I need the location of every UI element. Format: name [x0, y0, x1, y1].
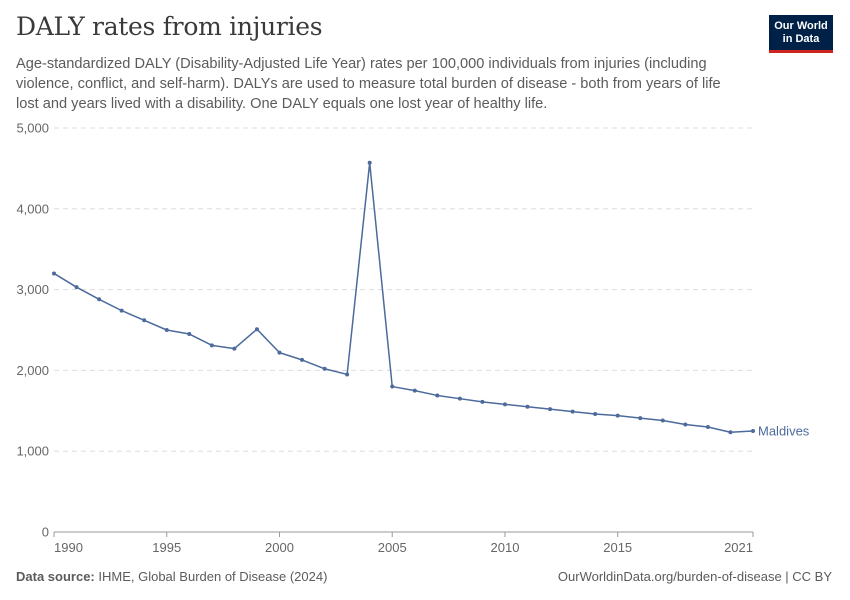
data-point — [367, 160, 372, 165]
chart-title: DALY rates from injuries — [16, 12, 323, 41]
y-tick-label: 3,000 — [16, 282, 49, 297]
data-point — [254, 327, 259, 332]
data-point — [683, 422, 688, 427]
data-point — [480, 399, 485, 404]
data-point — [638, 416, 643, 421]
series-label: Maldives — [758, 424, 810, 439]
data-point — [412, 388, 417, 393]
data-point — [97, 297, 102, 302]
data-point — [187, 332, 192, 337]
logo-line-1: Our World — [774, 19, 828, 32]
data-source-label: Data source: — [16, 569, 95, 584]
x-tick-label: 2010 — [491, 540, 520, 555]
x-tick-label: 2000 — [265, 540, 294, 555]
data-point — [751, 429, 755, 433]
data-point — [457, 396, 462, 401]
x-tick-label: 1990 — [54, 540, 83, 555]
data-point — [119, 308, 124, 313]
data-point — [728, 430, 733, 435]
data-point — [209, 343, 214, 348]
data-point — [525, 404, 530, 409]
source-url[interactable]: OurWorldinData.org/burden-of-disease | C… — [557, 569, 832, 584]
data-point — [277, 350, 282, 355]
data-point — [52, 271, 56, 276]
data-point — [570, 409, 575, 414]
data-point — [435, 393, 440, 398]
y-tick-label: 2,000 — [16, 363, 49, 378]
logo-line-2: in Data — [782, 32, 820, 45]
x-tick-label: 2015 — [603, 540, 632, 555]
data-point — [164, 328, 169, 332]
y-tick-label: 5,000 — [16, 121, 49, 136]
data-point — [74, 285, 79, 290]
x-tick-label: 2021 — [724, 540, 753, 555]
data-point — [345, 372, 350, 377]
x-tick-label: 2005 — [378, 540, 407, 555]
data-source-text: IHME, Global Burden of Disease (2024) — [98, 569, 328, 584]
data-point — [660, 418, 665, 423]
data-point — [322, 366, 327, 371]
y-tick-label: 4,000 — [16, 201, 49, 216]
data-source: Data source: IHME, Global Burden of Dise… — [16, 569, 327, 584]
data-point — [232, 346, 237, 351]
chart-subtitle: Age-standardized DALY (Disability-Adjust… — [16, 56, 721, 112]
data-point — [548, 407, 553, 412]
data-point — [502, 402, 507, 407]
data-point — [615, 413, 620, 418]
y-tick-label: 0 — [42, 525, 49, 540]
data-point — [142, 318, 147, 323]
y-tick-label: 1,000 — [16, 444, 49, 459]
data-point — [300, 357, 305, 362]
data-point — [390, 384, 395, 389]
series-line — [53, 161, 754, 433]
x-tick-label: 1995 — [152, 540, 181, 555]
data-point — [593, 412, 598, 417]
data-point — [705, 424, 710, 429]
owid-logo[interactable]: Our World in Data — [769, 15, 833, 53]
